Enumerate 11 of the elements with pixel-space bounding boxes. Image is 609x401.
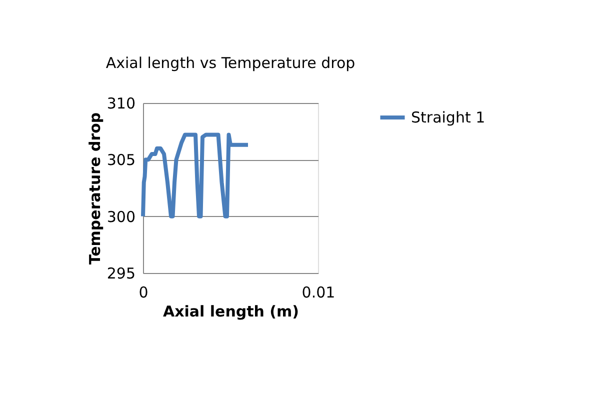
x-tick-label: 0 xyxy=(138,284,148,302)
line-series xyxy=(141,132,250,218)
chart-title: Axial length vs Temperature drop xyxy=(106,54,356,72)
y-tick-label: 295 xyxy=(106,264,136,282)
y-tick-label: 310 xyxy=(106,94,136,112)
legend-label: Straight 1 xyxy=(411,108,486,126)
y-axis-title: Temperature drop xyxy=(86,112,104,265)
x-tick-label: 0.01 xyxy=(302,284,336,302)
x-axis-title: Axial length (m) xyxy=(162,302,300,320)
y-tick-label: 300 xyxy=(106,208,136,226)
y-tick-label: 305 xyxy=(106,151,136,170)
